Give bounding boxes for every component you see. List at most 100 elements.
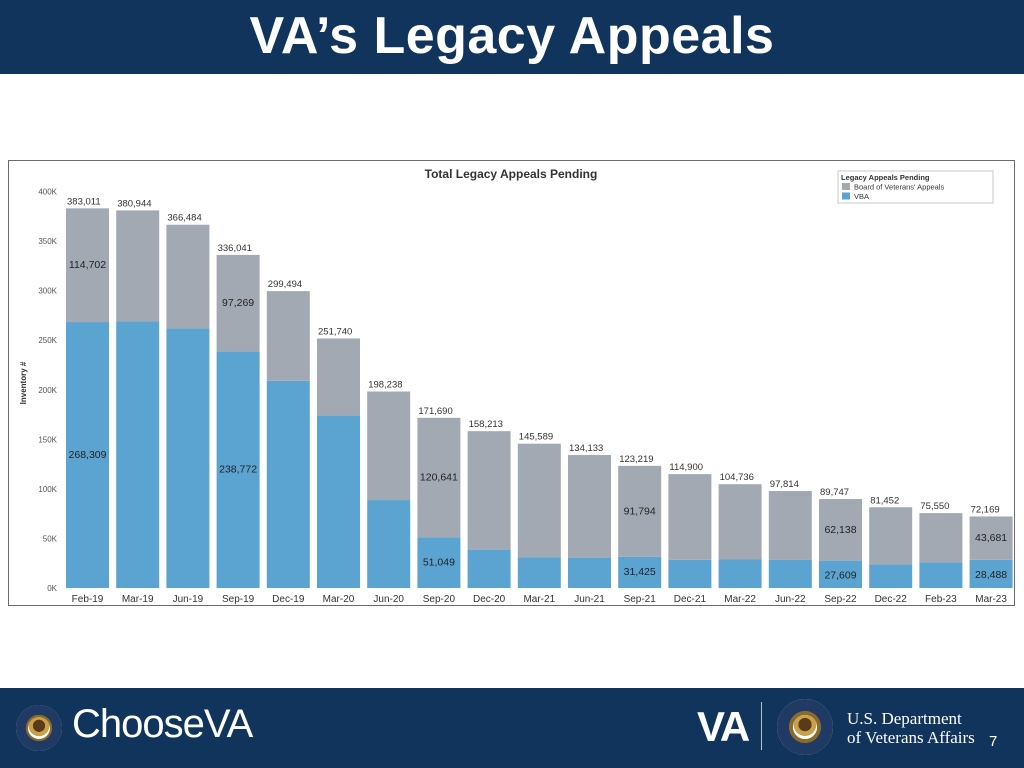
vba-bar-segment	[517, 557, 561, 588]
choose-text: Choose	[72, 702, 205, 746]
bva-bar-segment	[668, 474, 712, 560]
vba-bar-segment	[568, 557, 611, 588]
segment-value-label: 238,772	[219, 464, 257, 476]
y-tick-label: 150K	[38, 435, 57, 444]
x-tick-label: Jun-19	[173, 594, 204, 604]
y-tick-label: 100K	[38, 485, 57, 494]
bva-bar-segment	[718, 484, 762, 560]
legend-title: Legacy Appeals Pending	[841, 173, 930, 182]
x-tick-label: Dec-19	[272, 594, 305, 604]
vba-bar-segment	[618, 556, 662, 588]
bva-bar-segment	[216, 254, 260, 352]
x-tick-label: Sep-21	[624, 594, 657, 604]
choose-va-text: VA	[203, 702, 253, 746]
legend-box	[837, 170, 994, 204]
vba-bar-segment	[367, 500, 411, 588]
bva-bar-segment	[417, 417, 461, 538]
x-tick-label: Mar-19	[122, 594, 154, 604]
bar-total-label: 299,494	[268, 279, 302, 290]
vba-bar-segment	[919, 562, 963, 588]
vba-bar-segment	[216, 351, 260, 588]
vba-bar-segment	[718, 559, 762, 588]
va-seal-icon	[16, 705, 62, 751]
legend-label: VBA	[854, 192, 869, 201]
x-tick-label: Jun-20	[373, 594, 404, 604]
department-name-line2: of Veterans Affairs	[847, 728, 975, 747]
legend-label: Board of Veterans' Appeals	[854, 183, 944, 192]
x-tick-label: Sep-20	[423, 594, 456, 604]
y-tick-label: 50K	[43, 534, 58, 543]
bar-total-label: 158,213	[469, 419, 503, 430]
vba-bar-segment	[166, 328, 210, 588]
vba-bar-segment	[317, 415, 360, 588]
bva-bar-segment	[568, 455, 611, 558]
x-tick-label: Jun-22	[775, 594, 806, 604]
x-tick-label: Jun-21	[574, 594, 605, 604]
x-tick-label: Feb-19	[72, 594, 104, 604]
y-tick-label: 250K	[38, 336, 57, 345]
footer-divider	[761, 702, 762, 750]
bva-bar-segment	[618, 465, 662, 557]
y-tick-label: 200K	[38, 386, 57, 395]
segment-value-label: 31,425	[624, 566, 656, 578]
bar-total-label: 171,690	[418, 406, 452, 417]
x-tick-label: Dec-21	[674, 594, 707, 604]
y-tick-label: 0K	[47, 584, 57, 593]
x-tick-label: Dec-22	[875, 594, 908, 604]
segment-value-label: 27,609	[824, 570, 856, 582]
vba-bar-segment	[266, 380, 310, 588]
vba-bar-segment	[668, 559, 712, 588]
bva-bar-segment	[919, 513, 963, 563]
segment-value-label: 120,641	[420, 472, 458, 484]
bar-total-label: 75,550	[920, 501, 949, 512]
x-tick-label: Mar-22	[724, 594, 756, 604]
vba-bar-segment	[417, 537, 461, 588]
x-tick-label: Sep-19	[222, 594, 255, 604]
segment-value-label: 268,309	[69, 449, 107, 461]
vba-bar-segment	[116, 321, 160, 588]
bar-total-label: 366,484	[167, 213, 201, 224]
x-tick-label: Dec-20	[473, 594, 506, 604]
bva-bar-segment	[116, 210, 160, 322]
bar-total-label: 383,011	[67, 196, 101, 207]
bar-total-label: 89,747	[820, 487, 849, 498]
x-tick-label: Mar-21	[523, 594, 555, 604]
segment-value-label: 114,702	[69, 259, 106, 271]
bar-total-label: 97,814	[770, 479, 799, 490]
segment-value-label: 51,049	[423, 557, 455, 569]
y-axis-label: Inventory #	[19, 361, 28, 404]
bar-total-label: 114,900	[669, 462, 703, 473]
bar-total-label: 134,133	[569, 443, 603, 454]
vba-bar-segment	[66, 322, 109, 588]
bva-bar-segment	[66, 208, 109, 323]
bar-total-label: 145,589	[519, 432, 553, 443]
title-bar: VA’s Legacy Appeals	[0, 0, 1024, 74]
bar-total-label: 251,740	[318, 326, 352, 337]
vba-bar-segment	[467, 549, 511, 588]
bva-bar-segment	[869, 507, 913, 565]
bva-bar-segment	[367, 391, 411, 501]
department-seal-icon	[777, 699, 833, 755]
vba-bar-segment	[768, 559, 812, 588]
bva-bar-segment	[317, 338, 360, 416]
slide-title: VA’s Legacy Appeals	[249, 7, 775, 65]
segment-value-label: 28,488	[975, 569, 1007, 581]
department-name-line1: U.S. Department	[847, 709, 962, 728]
bar-total-label: 198,238	[368, 379, 402, 390]
bar-total-label: 336,041	[218, 243, 252, 254]
segment-value-label: 43,681	[975, 532, 1007, 544]
segment-value-label: 62,138	[824, 524, 856, 536]
bar-total-label: 72,169	[971, 504, 1000, 515]
segment-value-label: 91,794	[624, 505, 656, 517]
y-tick-label: 300K	[38, 287, 57, 296]
x-tick-label: Mar-20	[323, 594, 355, 604]
bva-bar-segment	[166, 224, 210, 329]
chart-title: Total Legacy Appeals Pending	[425, 167, 598, 181]
bva-bar-segment	[768, 491, 812, 560]
y-tick-label: 400K	[38, 188, 57, 197]
x-tick-label: Feb-23	[925, 594, 957, 604]
bva-bar-segment	[266, 291, 310, 381]
bva-bar-segment	[517, 443, 561, 558]
vba-bar-segment	[869, 564, 913, 588]
bva-bar-segment	[467, 431, 511, 550]
